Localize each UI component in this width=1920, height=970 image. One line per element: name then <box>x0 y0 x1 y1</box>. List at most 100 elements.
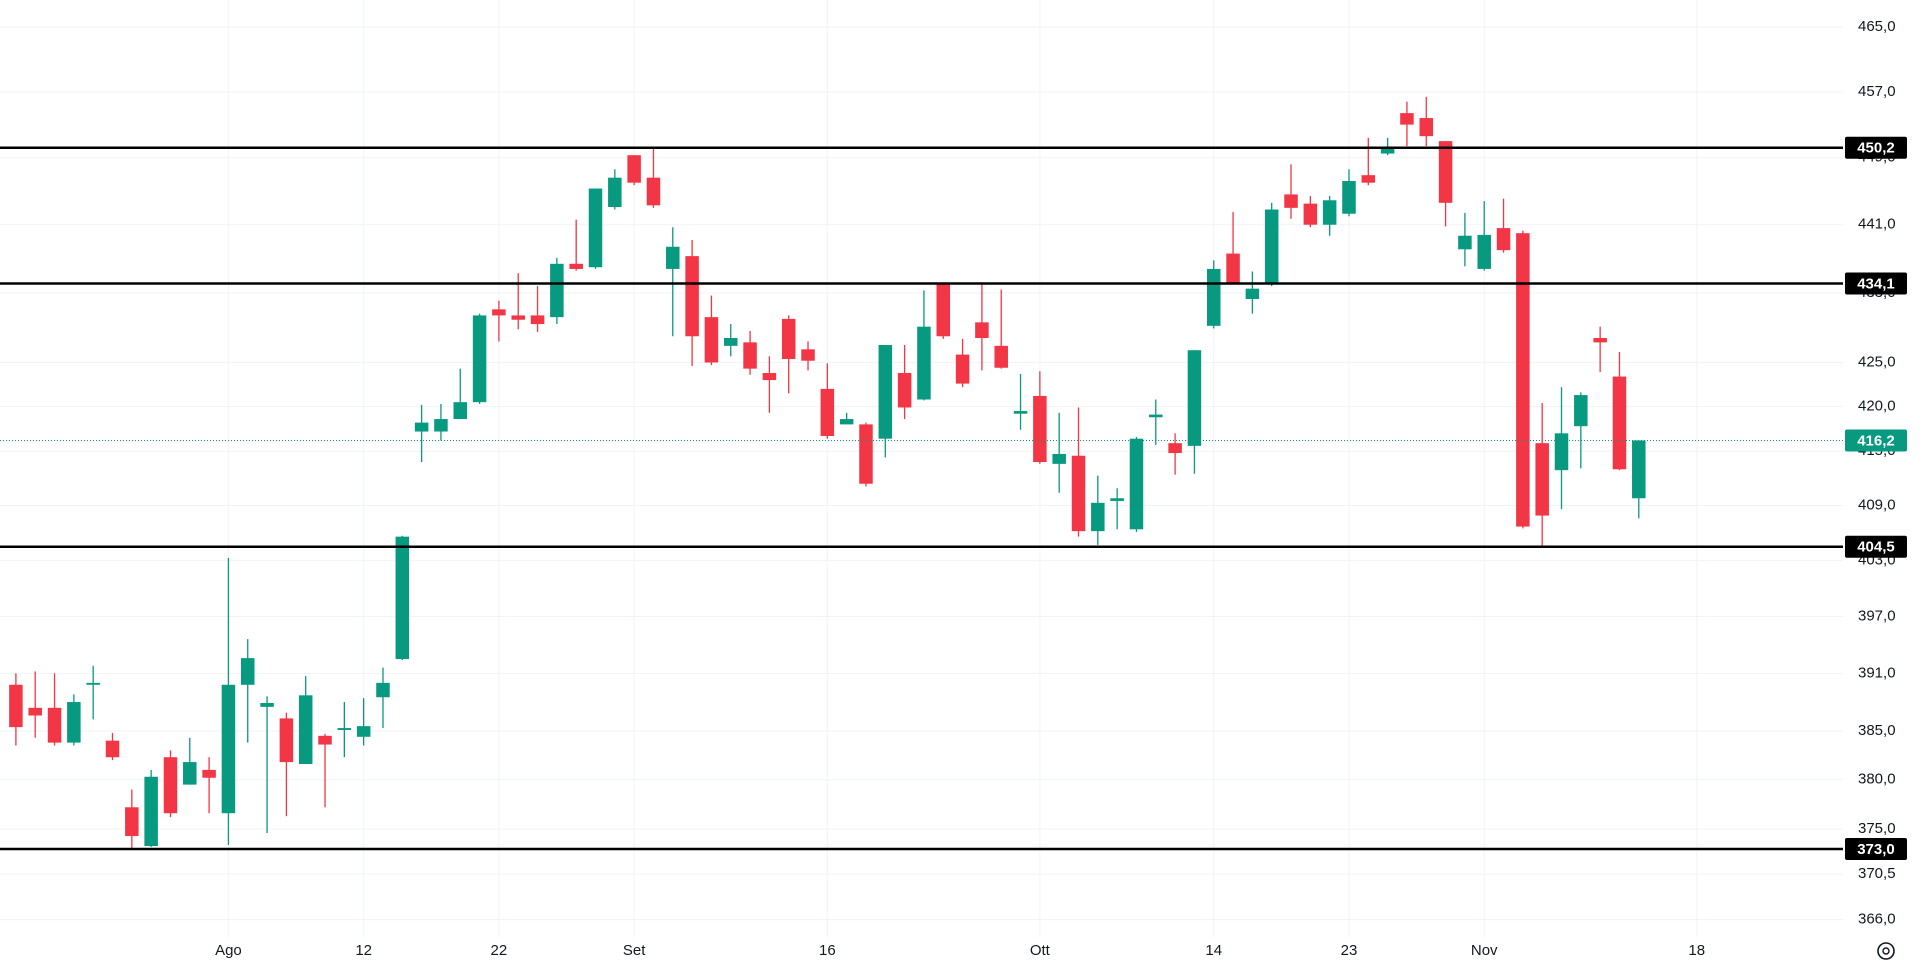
candle-body <box>550 263 564 318</box>
candle-body <box>125 807 139 837</box>
y-tick-label: 375,0 <box>1858 820 1896 837</box>
candle-body <box>627 155 641 183</box>
candle-body <box>917 326 931 400</box>
x-tick-label: 14 <box>1205 942 1222 959</box>
x-tick-label: 16 <box>819 942 836 959</box>
candle-body <box>820 388 835 437</box>
candle-body <box>1361 175 1376 183</box>
x-tick-label: Nov <box>1471 942 1498 959</box>
candle-body <box>1033 395 1047 463</box>
candle-body <box>337 728 352 731</box>
candle-body <box>260 702 274 707</box>
candle-body <box>1593 338 1607 343</box>
candle-body <box>666 246 680 269</box>
x-tick-label: Set <box>623 942 646 959</box>
candle-body <box>1303 203 1318 225</box>
candle-body <box>1052 453 1066 464</box>
candle-body <box>9 684 23 728</box>
candle-body <box>897 373 912 408</box>
y-tick-label: 409,0 <box>1858 497 1896 514</box>
candle-body <box>1380 147 1395 154</box>
candle-body <box>86 682 100 685</box>
candle-body <box>1129 438 1144 530</box>
y-tick-label: 425,0 <box>1858 353 1896 370</box>
candle-body <box>1632 440 1646 499</box>
candle-body <box>1342 181 1356 214</box>
candle-body <box>530 315 545 325</box>
candle-body <box>414 422 429 432</box>
y-tick-label: 457,0 <box>1858 83 1896 100</box>
candle-body <box>975 322 989 339</box>
y-tick-label: 397,0 <box>1858 608 1896 625</box>
y-tick-label: 370,5 <box>1858 865 1896 882</box>
x-tick-label: 18 <box>1688 942 1705 959</box>
grid <box>0 0 1843 937</box>
candle-body <box>685 256 699 337</box>
candle-body <box>723 338 738 346</box>
candle-body <box>1226 253 1240 283</box>
candle-body <box>47 707 62 743</box>
y-tick-label: 441,0 <box>1858 216 1896 233</box>
candle-body <box>144 776 158 847</box>
candle-body <box>356 726 371 737</box>
candle-body <box>569 263 583 269</box>
candle-body <box>1206 268 1221 326</box>
candle-body <box>1419 118 1434 137</box>
candle-body <box>955 354 970 384</box>
candle-body <box>588 188 603 268</box>
x-tick-label: Ott <box>1030 942 1051 959</box>
candle-body <box>511 315 525 320</box>
y-tick-label: 385,0 <box>1858 722 1896 739</box>
settings-icon[interactable] <box>1877 942 1895 960</box>
candle-body <box>105 740 120 758</box>
candle-body <box>704 317 719 363</box>
candle-body <box>859 424 873 484</box>
candle-body <box>1071 455 1086 532</box>
candle-body <box>183 762 197 785</box>
candle-body <box>1535 443 1549 516</box>
candle-body <box>762 373 777 381</box>
x-tick-label: 22 <box>491 942 508 959</box>
level-box <box>1845 272 1907 295</box>
candle-body <box>1091 502 1105 532</box>
candle-body <box>1477 234 1491 269</box>
candle-body <box>395 536 410 660</box>
last-price-box <box>1845 429 1907 452</box>
level-box <box>1845 136 1907 159</box>
candle-body <box>1554 433 1569 471</box>
candle-body <box>608 177 622 208</box>
level-label: 450,2 <box>1857 140 1895 157</box>
candle-body <box>453 402 468 420</box>
y-tick-label: 380,0 <box>1858 771 1896 788</box>
candle-body <box>67 702 81 743</box>
candle-body <box>376 682 390 698</box>
x-tick-label: 23 <box>1341 942 1358 959</box>
last-price-label: 416,2 <box>1857 432 1895 449</box>
candle-body <box>221 684 236 814</box>
level-box <box>1845 838 1907 861</box>
candle-body <box>1516 233 1530 527</box>
candle-body <box>1574 395 1588 427</box>
candle-body <box>434 419 448 432</box>
level-label: 404,5 <box>1857 539 1895 556</box>
candle-body <box>318 735 332 745</box>
candle-body <box>472 315 487 403</box>
gear-hub[interactable] <box>1882 947 1890 955</box>
y-tick-label: 465,0 <box>1858 18 1896 35</box>
candle-body <box>1400 113 1414 125</box>
overlays: 465,0457,0449,0441,0433,0425,0420,0415,0… <box>0 18 1907 959</box>
y-tick-label: 420,0 <box>1858 398 1896 415</box>
x-tick-label: 12 <box>355 942 372 959</box>
candle-body <box>1187 350 1202 446</box>
candle-body <box>1612 376 1627 470</box>
candle-body <box>28 707 42 716</box>
candle-body <box>801 349 815 361</box>
candle-body <box>240 658 255 685</box>
y-tick-label: 366,0 <box>1858 911 1896 928</box>
gear[interactable] <box>1877 942 1895 960</box>
level-label: 373,0 <box>1857 841 1895 858</box>
candle-body <box>1458 235 1472 250</box>
candle-body <box>781 318 796 359</box>
